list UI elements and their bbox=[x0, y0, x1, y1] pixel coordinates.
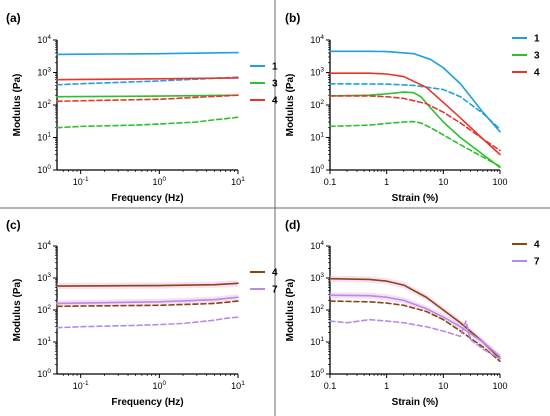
series-line-3-solid bbox=[56, 94, 239, 98]
y-tick-label: 103 bbox=[37, 272, 51, 283]
x-tick-label: 10-1 bbox=[73, 176, 89, 187]
x-tick-label: 0.1 bbox=[324, 177, 337, 187]
x-tick-label: 0.1 bbox=[324, 381, 337, 391]
y-axis-title: Modulus (Pa) bbox=[285, 279, 296, 342]
x-tick-label: 100 bbox=[153, 176, 167, 187]
series-line-1-solid bbox=[329, 50, 501, 133]
y-tick-label: 100 bbox=[310, 164, 324, 175]
x-tick-label: 1 bbox=[384, 381, 389, 391]
y-axis-title: Modulus (Pa) bbox=[12, 279, 23, 342]
y-tick-label: 101 bbox=[310, 336, 324, 347]
panel-label: (b) bbox=[285, 11, 300, 25]
y-tick-label: 100 bbox=[310, 368, 324, 379]
legend-label: 7 bbox=[272, 285, 278, 296]
x-tick-label: 100 bbox=[153, 380, 167, 391]
legend-label: 7 bbox=[534, 257, 540, 268]
legend-label: 1 bbox=[272, 62, 278, 73]
y-tick-label: 104 bbox=[310, 240, 324, 251]
chart-panel-2: (b) 100 101 102 103 104 0.1 1 10 100 Strain (%) Mod… bbox=[285, 11, 540, 204]
series-line-4-dashed bbox=[56, 300, 239, 308]
x-tick-label: 10 bbox=[438, 381, 448, 391]
series-band bbox=[57, 280, 238, 290]
series-line-4-dashed bbox=[56, 94, 239, 103]
x-axis-title: Frequency (Hz) bbox=[111, 397, 183, 408]
legend-label: 4 bbox=[534, 240, 540, 251]
panel-label: (c) bbox=[6, 218, 21, 232]
x-tick-label: 100 bbox=[492, 381, 507, 391]
legend-label: 3 bbox=[272, 79, 278, 90]
series-line-4-dashed bbox=[329, 95, 501, 152]
y-tick-label: 101 bbox=[37, 336, 51, 347]
series-line-4-solid bbox=[56, 77, 239, 81]
x-tick-label: 101 bbox=[231, 380, 245, 391]
legend-label: 4 bbox=[272, 268, 278, 279]
y-tick-label: 102 bbox=[310, 99, 324, 110]
x-tick-label: 101 bbox=[231, 176, 245, 187]
y-tick-label: 102 bbox=[37, 304, 51, 315]
series-line-7-solid bbox=[329, 294, 501, 358]
series-line-4-solid bbox=[329, 72, 501, 156]
y-tick-label: 104 bbox=[37, 34, 51, 45]
legend-label: 1 bbox=[534, 34, 540, 45]
x-tick-label: 1 bbox=[384, 177, 389, 187]
y-axis-title: Modulus (Pa) bbox=[285, 74, 296, 137]
x-tick-label: 10-1 bbox=[73, 380, 89, 391]
y-tick-label: 100 bbox=[37, 164, 51, 175]
series-band bbox=[330, 292, 500, 360]
series-line-1-solid bbox=[56, 51, 239, 56]
x-axis-title: Frequency (Hz) bbox=[111, 193, 183, 204]
y-tick-label: 103 bbox=[310, 272, 324, 283]
y-tick-label: 101 bbox=[310, 132, 324, 143]
legend-label: 4 bbox=[534, 68, 540, 79]
series-line-7-dashed bbox=[56, 316, 239, 329]
series-line-7-dashed bbox=[329, 318, 501, 360]
y-tick-label: 103 bbox=[37, 67, 51, 78]
series-line-7-solid bbox=[56, 296, 239, 305]
legend-label: 4 bbox=[272, 96, 278, 107]
x-tick-label: 100 bbox=[492, 177, 507, 187]
y-tick-label: 104 bbox=[37, 240, 51, 251]
x-axis-title: Strain (%) bbox=[392, 397, 439, 408]
panel-label: (d) bbox=[285, 218, 300, 232]
y-tick-label: 104 bbox=[310, 34, 324, 45]
series-band bbox=[330, 275, 500, 362]
chart-panel-1: (a) 100 101 102 103 104 10-1 100 101 Frequency (H… bbox=[6, 11, 278, 204]
series-line-4-dashed bbox=[329, 300, 501, 363]
series-line-4-solid bbox=[56, 282, 239, 287]
y-tick-label: 102 bbox=[37, 99, 51, 110]
series-line-3-dashed bbox=[56, 116, 239, 129]
series-line-1-dashed bbox=[329, 82, 501, 131]
panel-label: (a) bbox=[6, 11, 21, 25]
series-line-3-solid bbox=[329, 91, 501, 169]
x-tick-label: 10 bbox=[438, 177, 448, 187]
chart-panel-4: (d) 100 101 102 103 104 0.1 1 10 100 Strain (%) Mod… bbox=[285, 218, 540, 408]
y-tick-label: 103 bbox=[310, 67, 324, 78]
chart-panel-3: (c) 100 101 102 103 104 10-1 100 101 Frequency (H… bbox=[6, 218, 278, 408]
y-tick-label: 102 bbox=[310, 304, 324, 315]
legend-label: 3 bbox=[534, 51, 540, 62]
series-line-3-dashed bbox=[329, 120, 501, 168]
y-axis-title: Modulus (Pa) bbox=[12, 74, 23, 137]
series-line-4-solid bbox=[329, 277, 501, 360]
y-tick-label: 101 bbox=[37, 132, 51, 143]
y-tick-label: 100 bbox=[37, 368, 51, 379]
x-axis-title: Strain (%) bbox=[392, 193, 439, 204]
